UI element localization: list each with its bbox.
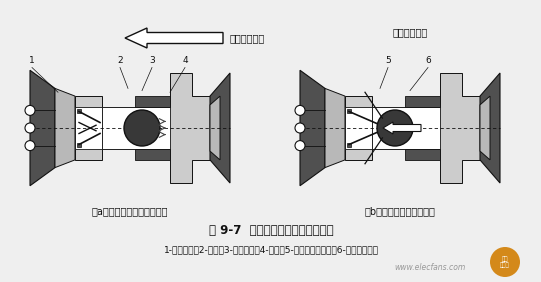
Text: 电子
发烧友: 电子 发烧友 <box>500 256 510 268</box>
Polygon shape <box>345 73 480 183</box>
Polygon shape <box>102 107 170 149</box>
Polygon shape <box>30 70 55 186</box>
Polygon shape <box>77 109 81 113</box>
FancyArrow shape <box>125 28 223 48</box>
Polygon shape <box>347 109 351 113</box>
Circle shape <box>25 141 35 151</box>
Polygon shape <box>55 88 75 168</box>
Text: 6: 6 <box>425 56 431 65</box>
Circle shape <box>25 105 35 115</box>
Polygon shape <box>77 143 81 147</box>
Polygon shape <box>75 107 102 149</box>
Polygon shape <box>480 96 490 160</box>
Polygon shape <box>405 96 440 107</box>
Text: 图 9-7  滚球机电开关式碰撞传感器: 图 9-7 滚球机电开关式碰撞传感器 <box>209 224 333 237</box>
Circle shape <box>25 123 35 133</box>
Text: 1-固定触点；2-滚球；3-永久磁铁；4-磁力；5-碰撞时的惯性力；6-惯性力与磁力: 1-固定触点；2-滚球；3-永久磁铁；4-磁力；5-碰撞时的惯性力；6-惯性力与… <box>163 246 379 254</box>
Polygon shape <box>405 149 440 160</box>
Text: 汽车前进方向: 汽车前进方向 <box>392 27 427 37</box>
Circle shape <box>295 141 305 151</box>
Polygon shape <box>325 88 345 168</box>
Text: 汽车前进方向: 汽车前进方向 <box>230 33 265 43</box>
Circle shape <box>295 105 305 115</box>
Text: 5: 5 <box>385 56 391 65</box>
Circle shape <box>124 110 160 146</box>
Circle shape <box>377 110 413 146</box>
Polygon shape <box>345 107 372 149</box>
Polygon shape <box>135 149 170 160</box>
Circle shape <box>490 247 520 277</box>
Text: （a）不发生碰撞，电极断开: （a）不发生碰撞，电极断开 <box>92 206 168 216</box>
Polygon shape <box>75 73 210 183</box>
Circle shape <box>295 123 305 133</box>
Polygon shape <box>347 143 351 147</box>
Text: 3: 3 <box>149 56 155 65</box>
Polygon shape <box>480 73 500 183</box>
Polygon shape <box>300 70 325 186</box>
Polygon shape <box>210 73 230 183</box>
Polygon shape <box>372 107 440 149</box>
FancyArrow shape <box>383 122 421 134</box>
Text: www.elecfans.com: www.elecfans.com <box>394 263 466 272</box>
Text: 4: 4 <box>182 56 188 65</box>
Polygon shape <box>210 96 220 160</box>
Text: 1: 1 <box>29 56 35 65</box>
Text: 2: 2 <box>117 56 123 65</box>
Polygon shape <box>135 96 170 107</box>
Text: （b）碰撞发生，电极接通: （b）碰撞发生，电极接通 <box>365 206 436 216</box>
